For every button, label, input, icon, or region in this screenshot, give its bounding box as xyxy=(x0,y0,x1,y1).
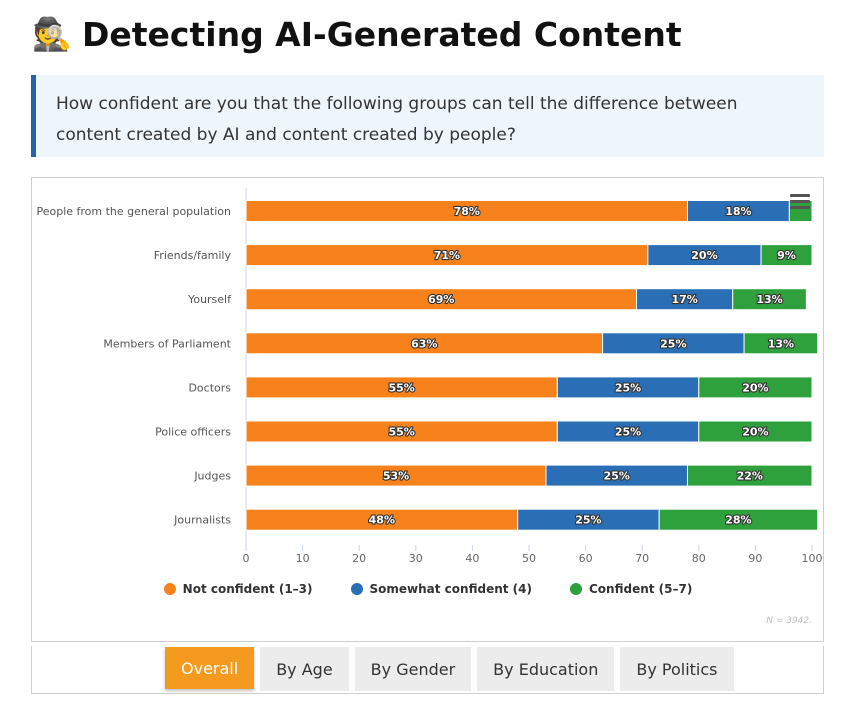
question-callout: How confident are you that the following… xyxy=(31,75,824,157)
tab-by-politics[interactable]: By Politics xyxy=(620,647,734,691)
data-label: 20% xyxy=(742,381,768,394)
x-tick-label: 90 xyxy=(748,552,762,565)
data-label: 63% xyxy=(411,337,437,350)
tab-overall[interactable]: Overall xyxy=(165,647,255,689)
legend-label: Not confident (1–3) xyxy=(182,582,313,596)
stacked-bar-chart: 0 10 20 30 40 50 60 70 80 90 100 People from the ge… xyxy=(36,188,823,565)
data-label: 20% xyxy=(742,426,768,439)
data-label: 25% xyxy=(615,426,641,439)
data-label: 28% xyxy=(725,514,751,527)
legend-item[interactable]: Confident (5–7) xyxy=(569,580,693,598)
category-label: Yourself xyxy=(187,293,232,306)
data-label: 55% xyxy=(388,381,414,394)
page-title-text: Detecting AI-Generated Content xyxy=(82,14,682,54)
x-tick-label: 40 xyxy=(465,552,479,565)
data-label: 53% xyxy=(383,470,409,483)
data-label: 78% xyxy=(454,205,480,218)
x-tick-label: 60 xyxy=(579,552,593,565)
data-label: 20% xyxy=(691,249,717,262)
legend-marker-icon xyxy=(163,583,176,595)
x-tick-label: 50 xyxy=(522,552,536,565)
data-label: 9% xyxy=(777,249,796,262)
x-tick-label: 70 xyxy=(635,552,649,565)
tab-by-gender[interactable]: By Gender xyxy=(354,647,472,691)
bar-segment xyxy=(698,376,813,399)
category-label: Judges xyxy=(193,470,231,483)
bar-segment xyxy=(686,464,813,487)
bar-segment xyxy=(698,420,813,443)
x-tick-label: 80 xyxy=(692,552,706,565)
data-label: 25% xyxy=(660,337,686,350)
detective-icon: 🕵️ xyxy=(32,15,72,53)
category-label: Doctors xyxy=(188,381,231,394)
data-label: 25% xyxy=(575,514,601,527)
category-label: Journalists xyxy=(173,514,231,527)
data-label: 48% xyxy=(369,514,395,527)
bar-segment xyxy=(732,288,807,311)
legend-label: Confident (5–7) xyxy=(588,582,693,596)
x-tick-label: 10 xyxy=(296,552,310,565)
legend-item[interactable]: Not confident (1–3) xyxy=(163,580,313,598)
category-label: Police officers xyxy=(155,426,231,439)
x-tick-label: 100 xyxy=(802,552,823,565)
bar-segment xyxy=(743,332,819,355)
legend-marker-icon xyxy=(350,583,363,595)
category-label: Members of Parliament xyxy=(103,337,231,350)
category-label: Friends/family xyxy=(154,249,232,262)
legend-item[interactable]: Somewhat confident (4) xyxy=(350,580,532,598)
data-label: 22% xyxy=(737,470,763,483)
page-title: 🕵️ Detecting AI-Generated Content xyxy=(32,10,682,58)
bar-segment xyxy=(658,508,819,531)
x-tick-label: 0 xyxy=(243,552,250,565)
data-label: 69% xyxy=(428,293,454,306)
tab-by-education[interactable]: By Education xyxy=(477,647,615,691)
sample-size-note: N = 3942. xyxy=(766,616,812,626)
data-label: 25% xyxy=(615,381,641,394)
legend-marker-icon xyxy=(569,583,582,595)
data-label: 71% xyxy=(434,249,460,262)
bar-segment xyxy=(760,244,813,267)
chart-legend: Not confident (1–3) Somewhat confident (4… xyxy=(0,580,856,598)
tab-by-age[interactable]: By Age xyxy=(260,647,349,691)
data-label: 18% xyxy=(725,205,751,218)
x-tick-label: 20 xyxy=(352,552,366,565)
data-label: 17% xyxy=(671,293,697,306)
data-label: 13% xyxy=(756,293,782,306)
category-label: People from the general population xyxy=(36,205,231,218)
data-label: 55% xyxy=(388,426,414,439)
data-label: 13% xyxy=(768,337,794,350)
view-tabs: Overall By Age By Gender By Education By Pol… xyxy=(165,647,734,691)
data-label: 25% xyxy=(604,470,630,483)
chart-menu-icon[interactable] xyxy=(790,192,810,210)
legend-label: Somewhat confident (4) xyxy=(369,582,532,596)
x-tick-label: 30 xyxy=(409,552,423,565)
